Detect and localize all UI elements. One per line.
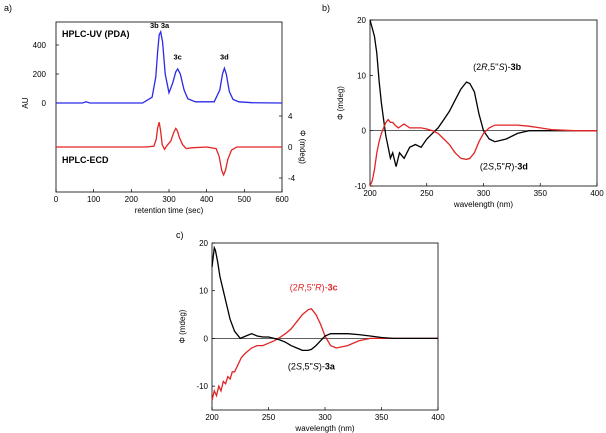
peak-label-2: 3d [220, 53, 229, 62]
peak-label-0: 3b 3a [150, 21, 170, 30]
cd-b-series-line-0 [369, 19, 597, 167]
cd-b-annotation-0-part-6: 3b [511, 62, 522, 72]
y-right-tick-label-1: 0 [288, 143, 293, 152]
y-tick-label-2: 10 [199, 287, 208, 296]
cd-b-annotation-0-part-0: ( [473, 62, 476, 72]
x-axis-label: wavelength (nm) [294, 424, 354, 433]
cd-c-annotation-1-part-6: 3a [325, 361, 336, 371]
y-left-axis-label: AU [21, 97, 30, 108]
x-tick-label-1: 250 [262, 413, 276, 422]
cd-c-annotation-0-part-4: R [315, 283, 322, 293]
x-tick-label-0: 0 [54, 195, 59, 204]
cd-c-annotation-1: (2S,5''S)-3a [288, 361, 336, 371]
series-hplc-uv-line [56, 29, 283, 104]
plot-frame [55, 21, 283, 193]
x-tick-label-1: 100 [87, 195, 101, 204]
cd-c-annotation-1-part-1: 2 [291, 361, 296, 371]
chart-cd-3b-3d: 200 250 300 350 400 wavelength (nm) -10 0 10 20 Φ … [336, 16, 604, 209]
x-tick-label-1: 250 [420, 189, 434, 198]
cd-b-annotation-1-part-5: )- [511, 161, 517, 171]
x-tick-label-4: 400 [590, 189, 604, 198]
cd-b-annotation-0-part-1: 2 [476, 62, 481, 72]
x-axis-label: retention time (sec) [135, 206, 204, 215]
cd-b-annotation-1-part-1: 2 [483, 161, 488, 171]
peak-label-1: 3c [173, 53, 181, 62]
cd-b-annotation-0-part-3: ,5'' [488, 62, 499, 72]
chart-cd-3c-3a: 200 250 300 350 400 wavelength (nm) -10 0 10 20 Φ … [178, 239, 445, 433]
cd-b-annotation-0-part-4: S [499, 62, 505, 72]
x-tick-label-6: 600 [275, 195, 289, 204]
cd-b-annotation-1-part-6: 3d [517, 161, 528, 171]
cd-b-annotation-0-part-2: R [481, 62, 488, 72]
cd-c-series-line-1 [211, 245, 438, 352]
cd-c-annotation-0-part-3: ,5'' [304, 283, 315, 293]
cd-c-annotation-0-part-0: ( [290, 283, 293, 293]
y-tick-label-0: -10 [354, 182, 366, 191]
x-tick-label-2: 300 [477, 189, 491, 198]
cd-c-annotation-1-part-2: S [296, 361, 302, 371]
cd-b-annotation-1-part-3: ,5'' [494, 161, 505, 171]
cd-b-annotation-1-part-0: ( [480, 161, 483, 171]
cd-c-annotation-0: (2R,5''R)-3c [290, 283, 338, 293]
series-hplc-ecd-line [56, 122, 282, 177]
y-axis-label: Φ (mdeg) [178, 309, 187, 343]
cd-c-annotation-0-part-2: R [298, 283, 305, 293]
y-right-axis-label: Φ (mdeg) [298, 130, 307, 164]
x-tick-label-2: 200 [125, 195, 139, 204]
y-left-tick-label-2: 400 [33, 41, 47, 50]
cd-b-series-line-1 [369, 118, 597, 187]
cd-c-annotation-1-part-4: S [313, 361, 319, 371]
x-axis-label: wavelength (nm) [453, 200, 513, 209]
x-tick-label-0: 200 [363, 189, 377, 198]
y-right-tick-label-0: 4 [288, 112, 293, 121]
y-tick-label-3: 20 [357, 16, 366, 25]
cd-c-annotation-0-part-5: )- [322, 283, 328, 293]
panel-label-a: a) [4, 3, 12, 13]
y-tick-label-1: 0 [204, 334, 209, 343]
plot-frame [211, 242, 439, 411]
y-tick-label-2: 10 [357, 71, 366, 80]
y-tick-label-0: -10 [196, 382, 208, 391]
y-left-tick-label-0: 0 [42, 99, 47, 108]
cd-b-annotation-0: (2R,5''S)-3b [473, 62, 521, 72]
x-tick-label-4: 400 [431, 413, 445, 422]
x-tick-label-3: 350 [534, 189, 548, 198]
x-tick-label-3: 300 [162, 195, 176, 204]
cd-b-annotation-0-part-5: )- [505, 62, 511, 72]
chart-hplc: 0 100 200 300 400 500 600 retention time (sec) 0… [21, 21, 307, 215]
x-tick-label-2: 300 [318, 413, 332, 422]
title-hplc-ecd: HPLC-ECD [62, 155, 109, 165]
cd-c-annotation-0-part-1: 2 [293, 283, 298, 293]
panel-label-b: b) [322, 3, 330, 13]
x-tick-label-5: 500 [238, 195, 252, 204]
y-axis-label: Φ (mdeg) [336, 86, 345, 120]
cd-b-annotation-1-part-4: R [505, 161, 512, 171]
cd-c-annotation-1-part-5: )- [319, 361, 325, 371]
cd-b-annotation-1: (2S,5''R)-3d [480, 161, 528, 171]
cd-c-annotation-1-part-3: ,5'' [302, 361, 313, 371]
cd-c-annotation-1-part-0: ( [288, 361, 291, 371]
y-tick-label-1: 0 [362, 127, 367, 136]
cd-c-series-line-0 [211, 308, 438, 401]
x-tick-label-4: 400 [200, 195, 214, 204]
title-hplc-uv: HPLC-UV (PDA) [62, 29, 130, 39]
x-tick-label-3: 350 [375, 413, 389, 422]
y-tick-label-3: 20 [199, 239, 208, 248]
y-right-tick-label-2: -4 [288, 174, 296, 183]
x-tick-label-0: 200 [205, 413, 219, 422]
cd-b-annotation-1-part-2: S [488, 161, 494, 171]
panel-label-c: c) [176, 230, 184, 240]
y-left-tick-label-1: 200 [33, 70, 47, 79]
cd-c-annotation-0-part-6: 3c [328, 283, 338, 293]
